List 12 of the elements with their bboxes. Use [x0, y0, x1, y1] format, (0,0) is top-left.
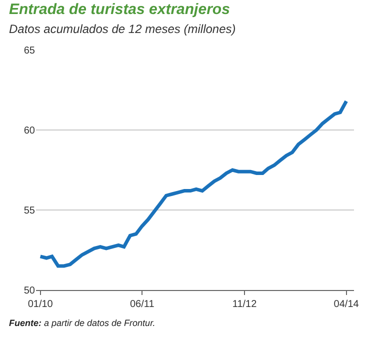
source-note: Fuente: a partir de datos de Frontur. — [9, 318, 156, 328]
x-tick-label: 06/11 — [130, 299, 155, 310]
x-tick-label: 04/14 — [334, 299, 360, 310]
chart-subtitle: Datos acumulados de 12 meses (millones) — [9, 22, 236, 36]
y-tick-label: 65 — [24, 46, 36, 56]
x-tick-label: 11/12 — [232, 299, 258, 310]
y-tick-label: 50 — [24, 286, 36, 296]
chart-title: Entrada de turistas extranjeros — [9, 1, 230, 18]
y-tick-label: 55 — [24, 206, 36, 216]
line-series — [38, 99, 348, 268]
y-tick-label: 60 — [24, 126, 36, 136]
x-tick-label: 01/10 — [28, 299, 54, 310]
